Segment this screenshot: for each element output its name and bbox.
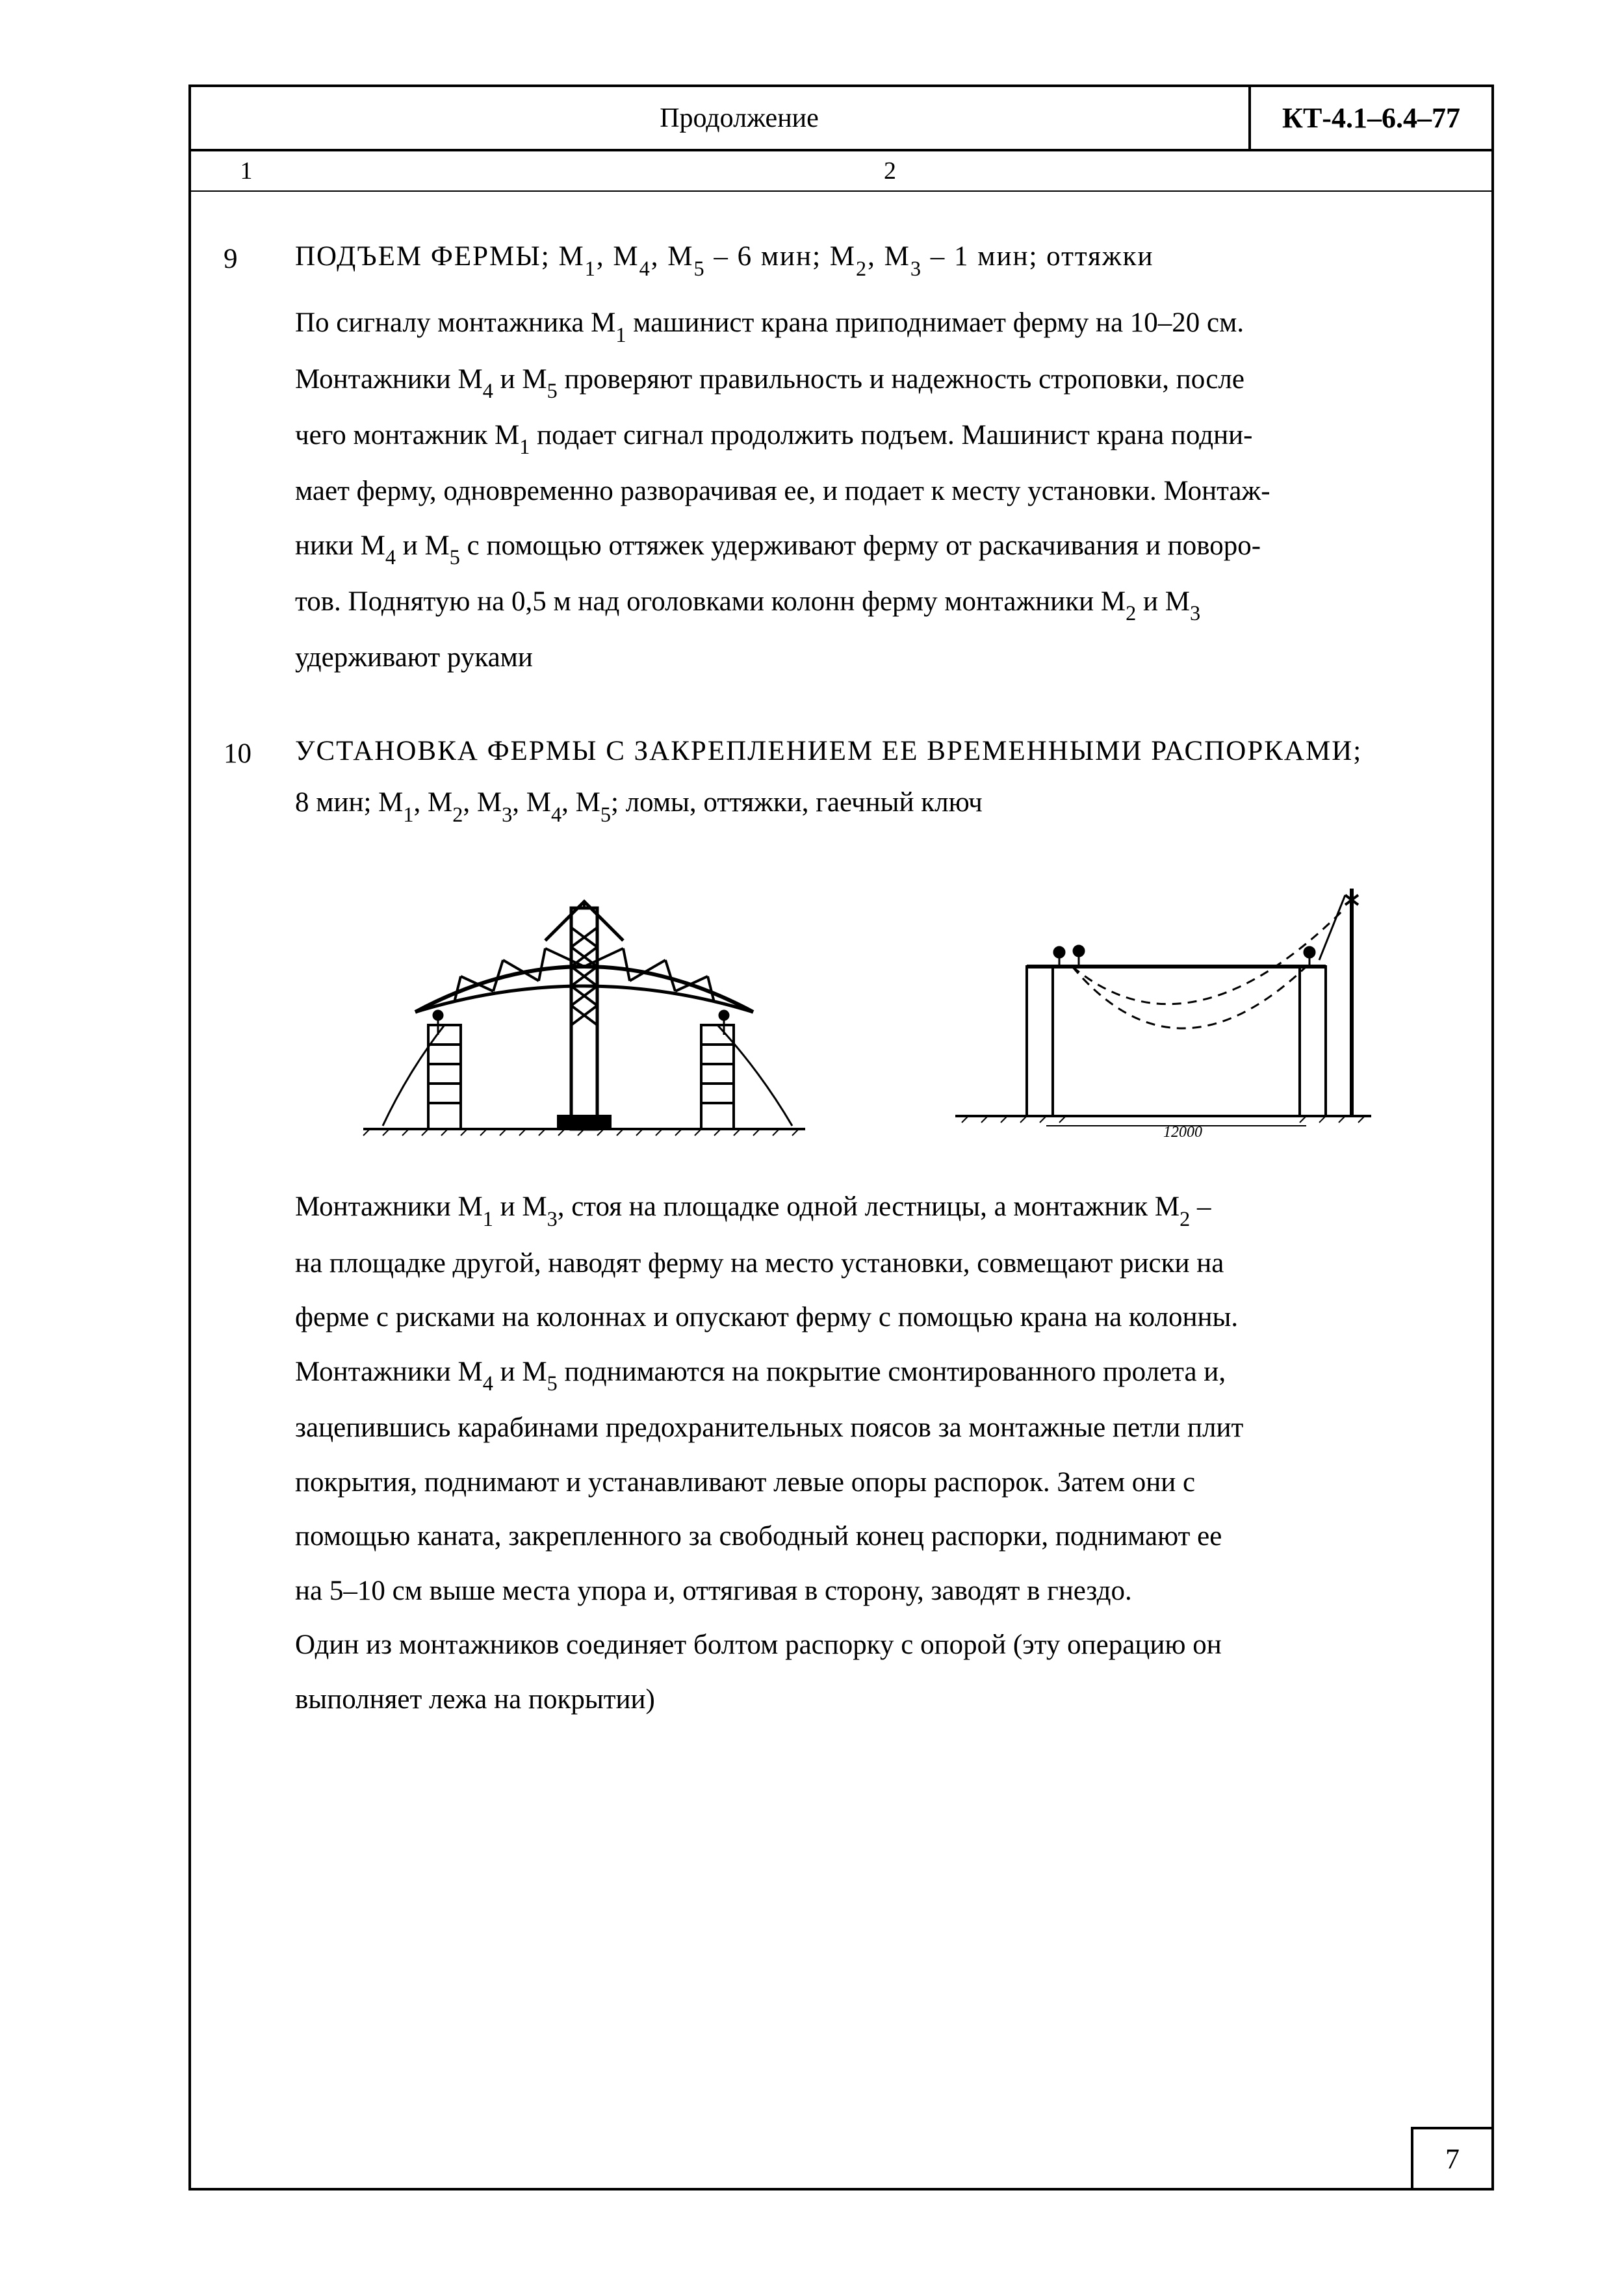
t: , М: [651, 241, 694, 272]
sub: 2: [452, 803, 463, 826]
header-doc-code: КТ-4.1–6.4–77: [1248, 87, 1491, 149]
page-number: 7: [1411, 2127, 1494, 2190]
entry-9-text: По сигналу монтажника М1 машинист крана …: [295, 297, 1452, 683]
t: и М: [1136, 586, 1190, 617]
sub: 4: [639, 257, 651, 280]
sub: 2: [856, 257, 868, 280]
t: помощью каната, закрепленного за свободн…: [295, 1511, 1452, 1563]
entry-10-body: УСТАНОВКА ФЕРМЫ С ЗАКРЕПЛЕНИЕМ ЕЕ ВРЕМЕН…: [295, 725, 1452, 1728]
figure-left: [295, 869, 874, 1142]
t: УСТАНОВКА ФЕРМЫ С ЗАКРЕПЛЕНИЕМ ЕЕ ВРЕМЕН…: [295, 736, 1362, 766]
t: выполняет лежа на покрытии): [295, 1674, 1452, 1726]
t: покрытия, поднимают и устанавливают левы…: [295, 1457, 1452, 1509]
sub: 2: [1126, 601, 1136, 625]
t: с помощью оттяжек удерживают ферму от ра…: [460, 530, 1261, 561]
t: Монтажники М: [295, 364, 483, 395]
page: Продолжение КТ-4.1–6.4–77 1 2 9 ПОДЪЕМ Ф…: [0, 0, 1624, 2288]
figures-row: 12000: [295, 856, 1452, 1142]
entry-10-title: УСТАНОВКА ФЕРМЫ С ЗАКРЕПЛЕНИЕМ ЕЕ ВРЕМЕН…: [295, 725, 1452, 831]
sub: 1: [585, 257, 597, 280]
t: тов. Поднятую на 0,5 м над оголовками ко…: [295, 586, 1126, 617]
entry-10-text: Монтажники М1 и М3, стоя на площадке одн…: [295, 1181, 1452, 1725]
entry-10: 10 УСТАНОВКА ФЕРМЫ С ЗАКРЕПЛЕНИЕМ ЕЕ ВРЕ…: [211, 725, 1452, 1728]
t: проверяют правильность и надежность стро…: [558, 364, 1244, 395]
t: ферме с рисками на колоннах и опускают ф…: [295, 1292, 1452, 1344]
t: Монтажники М: [295, 1191, 483, 1222]
content-area: 9 ПОДЪЕМ ФЕРМЫ; М1, М4, М5 – 6 мин; М2, …: [191, 192, 1491, 1780]
entry-10-number: 10: [211, 725, 295, 1728]
t: , стоя на площадке одной лестницы, а мон…: [558, 1191, 1179, 1222]
sub: 3: [910, 257, 922, 280]
t: 8 мин; М: [295, 787, 403, 818]
span-label: 12000: [1163, 1124, 1202, 1141]
t: Один из монтажников соединяет болтом рас…: [295, 1619, 1452, 1671]
sub: 1: [483, 1207, 493, 1230]
t: на 5–10 см выше места упора и, оттягивая…: [295, 1565, 1452, 1617]
entry-9-body: ПОДЪЕМ ФЕРМЫ; М1, М4, М5 – 6 мин; М2, М3…: [295, 231, 1452, 686]
t: подает сигнал продолжить подъем. Машинис…: [530, 420, 1252, 450]
sub: 2: [1179, 1207, 1190, 1230]
t: Монтажники М: [295, 1357, 483, 1387]
t: ; ломы, оттяжки, гаечный ключ: [611, 787, 983, 818]
t: поднимаются на покрытие смонтированного …: [558, 1357, 1226, 1387]
sub: 1: [615, 323, 626, 346]
sub: 5: [547, 379, 558, 402]
t: – 6 мин; М: [706, 241, 856, 272]
column-1-header: 1: [191, 157, 289, 185]
sub: 3: [547, 1207, 558, 1230]
t: и М: [493, 1357, 547, 1387]
t: – 1 мин; оттяжки: [922, 241, 1154, 272]
document-frame: Продолжение КТ-4.1–6.4–77 1 2 9 ПОДЪЕМ Ф…: [188, 84, 1494, 2190]
sub: 4: [385, 545, 396, 569]
sub: 4: [483, 379, 493, 402]
sub: 4: [551, 803, 561, 826]
t: машинист крана приподнимает ферму на 10–…: [626, 307, 1244, 338]
column-2-header: 2: [289, 157, 1491, 185]
t: , М: [561, 787, 600, 818]
sub: 5: [547, 1372, 558, 1395]
t: , М: [868, 241, 910, 272]
t: , М: [597, 241, 639, 272]
truss-front-icon: [350, 869, 818, 1142]
t: , М: [512, 787, 551, 818]
t: и М: [493, 1191, 547, 1222]
entry-9: 9 ПОДЪЕМ ФЕРМЫ; М1, М4, М5 – 6 мин; М2, …: [211, 231, 1452, 686]
entry-9-title: ПОДЪЕМ ФЕРМЫ; М1, М4, М5 – 6 мин; М2, М3…: [295, 231, 1452, 284]
figure-right: 12000: [874, 869, 1453, 1142]
t: чего монтажник М: [295, 420, 519, 450]
entry-9-number: 9: [211, 231, 295, 686]
t: , М: [414, 787, 453, 818]
sub: 4: [483, 1372, 493, 1395]
column-header-row: 1 2: [191, 151, 1491, 192]
sub: 5: [450, 545, 460, 569]
t: По сигналу монтажника М: [295, 307, 615, 338]
header-continuation: Продолжение: [191, 103, 1248, 134]
sub: 3: [502, 803, 512, 826]
sub: 3: [1190, 601, 1200, 625]
t: удерживают руками: [295, 632, 1452, 684]
t: и М: [493, 364, 547, 395]
t: мает ферму, одновременно разворачивая ее…: [295, 465, 1452, 517]
t: зацепившись карабинами предохранительных…: [295, 1402, 1452, 1454]
sub: 1: [519, 435, 530, 458]
t: ники М: [295, 530, 385, 561]
t: , М: [463, 787, 502, 818]
sub: 5: [693, 257, 705, 280]
sub: 5: [600, 803, 611, 826]
t: ПОДЪЕМ ФЕРМЫ; М: [295, 241, 585, 272]
sub: 1: [403, 803, 413, 826]
t: и М: [396, 530, 450, 561]
header-row: Продолжение КТ-4.1–6.4–77: [191, 87, 1491, 151]
truss-side-icon: 12000: [942, 869, 1384, 1142]
t: на площадке другой, наводят ферму на мес…: [295, 1238, 1452, 1290]
t: –: [1190, 1191, 1211, 1222]
